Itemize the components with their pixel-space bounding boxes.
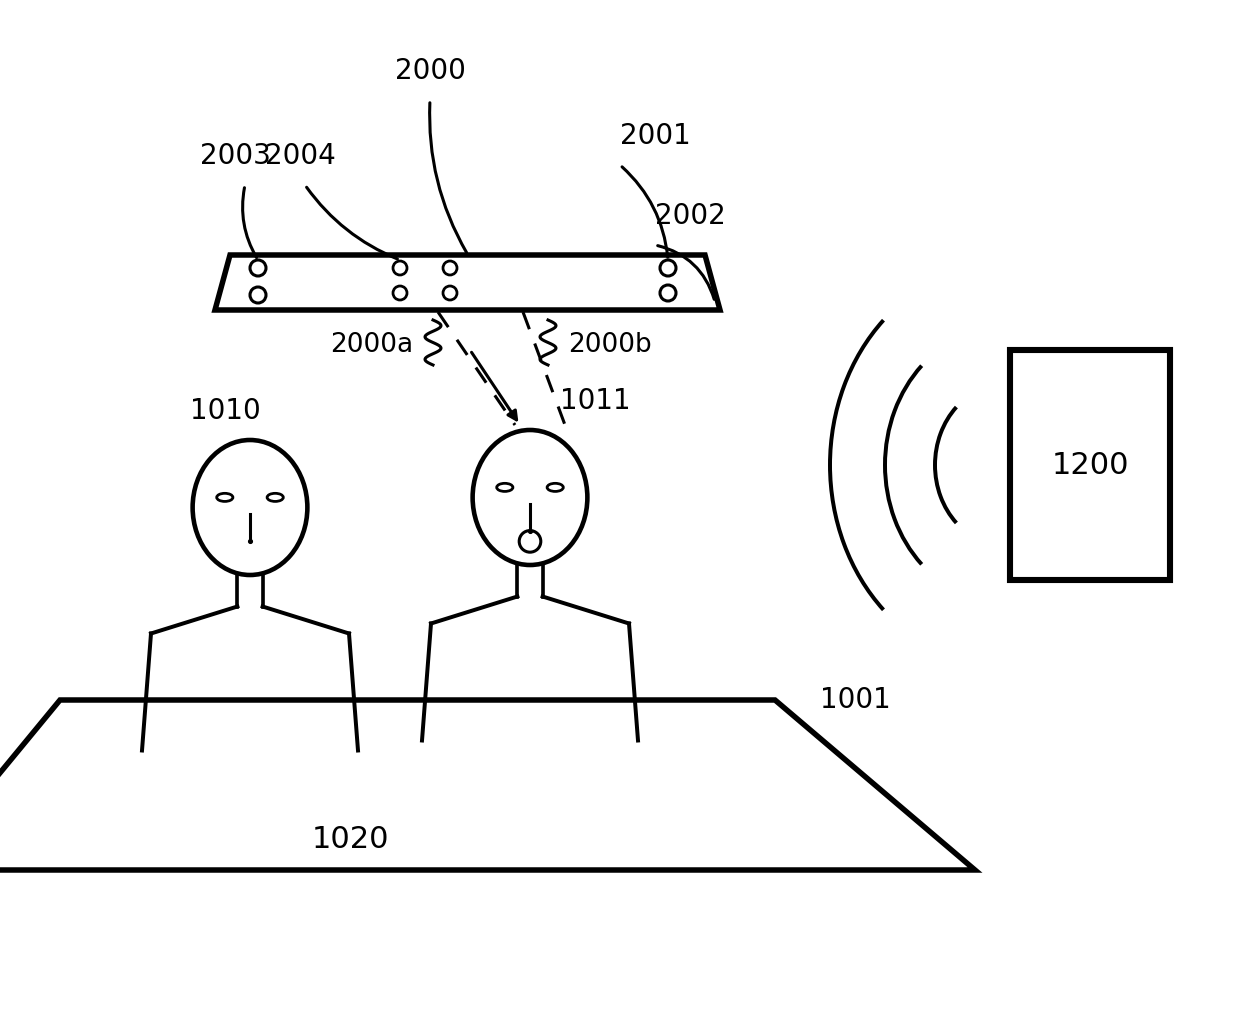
- Ellipse shape: [217, 493, 233, 501]
- Text: 1011: 1011: [560, 387, 631, 415]
- Text: 2002: 2002: [655, 202, 725, 230]
- Text: 2000a: 2000a: [330, 332, 413, 358]
- Text: 1010: 1010: [190, 397, 260, 425]
- Text: 1001: 1001: [820, 686, 890, 714]
- Ellipse shape: [547, 484, 563, 491]
- Ellipse shape: [497, 484, 513, 491]
- Text: 2003: 2003: [200, 142, 270, 170]
- Text: 2001: 2001: [620, 122, 691, 150]
- Text: 1020: 1020: [311, 825, 389, 855]
- Text: 1200: 1200: [1052, 451, 1128, 480]
- Polygon shape: [0, 700, 975, 870]
- Bar: [1011, 350, 1171, 580]
- Text: 2004: 2004: [265, 142, 336, 170]
- Ellipse shape: [267, 493, 283, 501]
- Polygon shape: [215, 255, 720, 310]
- Text: 2000: 2000: [394, 57, 465, 85]
- Ellipse shape: [192, 440, 308, 575]
- Ellipse shape: [472, 430, 588, 565]
- Text: 2000b: 2000b: [568, 332, 652, 358]
